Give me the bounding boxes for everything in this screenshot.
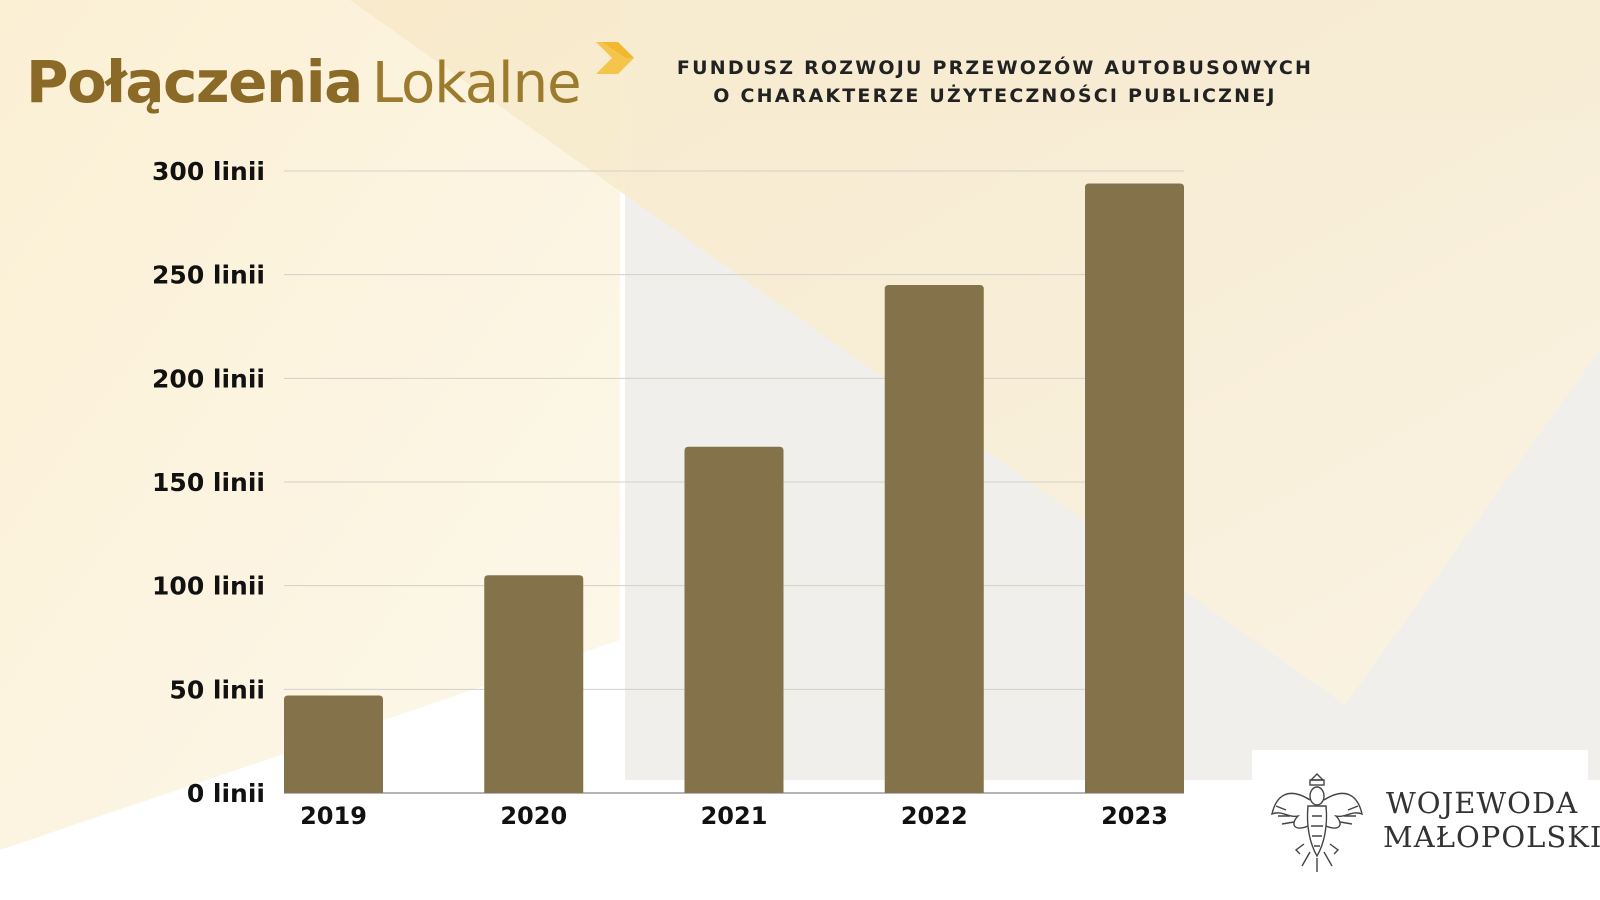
y-tick-label: 100 linii: [152, 572, 265, 601]
brand-name-light: Lokalne: [371, 51, 582, 116]
y-tick-label: 250 linii: [152, 261, 265, 290]
bar-2021: [684, 446, 784, 793]
x-tick-label: 2020: [500, 802, 567, 830]
bar-2023: [1085, 183, 1184, 793]
y-tick-labels: 0 linii 50 linii 100 linii 150 linii 200 lin…: [152, 157, 265, 808]
x-tick-label: 2023: [1101, 802, 1168, 830]
subtitle-line-1: FUNDUSZ ROZWOJU PRZEWOZÓW AUTOBUSOWYCH: [676, 57, 1314, 79]
bar-2022: [884, 285, 984, 793]
emblem-caption: WOJEWODA MAŁOPOLSKI: [1383, 786, 1600, 854]
x-tick-label: 2019: [300, 802, 367, 830]
y-tick-label: 50 linii: [169, 675, 265, 704]
y-tick-label: 150 linii: [152, 468, 265, 497]
y-tick-label: 0 linii: [187, 779, 265, 808]
x-tick-label: 2022: [901, 802, 968, 830]
brand-logo: Połączenia Lokalne: [26, 48, 582, 128]
y-tick-label: 200 linii: [152, 364, 265, 393]
subtitle-line-2: O CHARAKTERZE UŻYTECZNOŚCI PUBLICZNEJ: [713, 85, 1277, 107]
y-tick-label: 300 linii: [152, 157, 265, 186]
brand-name-bold: Połączenia: [26, 48, 363, 116]
eagle-emblem-icon: [1271, 773, 1363, 872]
page-subtitle: FUNDUSZ ROZWOJU PRZEWOZÓW AUTOBUSOWYCH O…: [600, 54, 1390, 110]
x-tick-label: 2021: [701, 802, 768, 830]
emblem-line-2: MAŁOPOLSKI: [1383, 820, 1600, 854]
brand-arrow-icon: [596, 42, 634, 74]
emblem-line-1: WOJEWODA: [1386, 786, 1579, 820]
x-tick-labels: 2019 2020 2021 2022 2023: [300, 802, 1168, 830]
bar-2020: [484, 575, 584, 793]
bar-2019: [284, 695, 383, 793]
bars: [284, 183, 1184, 793]
